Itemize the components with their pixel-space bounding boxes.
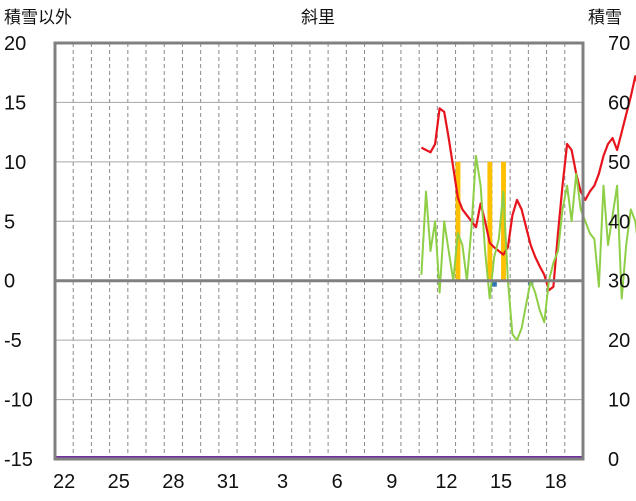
- chart-title: 斜里: [301, 8, 335, 28]
- left-y-tick-label: -5: [4, 330, 22, 352]
- right-y-tick-label: 70: [608, 33, 630, 55]
- x-tick-label: 28: [162, 471, 184, 493]
- left-y-tick-label: 5: [4, 211, 15, 233]
- temperature-line: [420, 75, 636, 292]
- left-y-tick-label: 10: [4, 152, 26, 174]
- x-tick-label: 22: [53, 471, 75, 493]
- left-axis-title: 積雪以外: [4, 8, 72, 28]
- x-tick-label: 15: [490, 471, 512, 493]
- gridlines: [55, 43, 583, 459]
- right-y-tick-label: 10: [608, 390, 630, 412]
- x-tick-label: 31: [217, 471, 239, 493]
- left-y-tick-label: -15: [4, 449, 33, 471]
- right-y-tick-label: 30: [608, 271, 630, 293]
- sunshine-bar: [487, 161, 493, 281]
- right-y-tick-label: 50: [608, 152, 630, 174]
- series-lines: [420, 75, 636, 342]
- right-y-tick-label: 60: [608, 92, 630, 114]
- right-y-tick-label: 40: [608, 211, 630, 233]
- right-y-tick-label: 20: [608, 330, 630, 352]
- x-tick-label: 25: [108, 471, 130, 493]
- x-tick-label: 3: [277, 471, 288, 493]
- left-y-tick-label: -10: [4, 390, 33, 412]
- right-axis-title: 積雪: [588, 8, 622, 28]
- precipitation-bar: [491, 280, 497, 287]
- left-y-tick-label: 20: [4, 33, 26, 55]
- sunshine-bar: [501, 161, 506, 281]
- axes: [53, 41, 585, 461]
- x-tick-label: 9: [386, 471, 397, 493]
- sunshine-bar: [455, 161, 461, 281]
- right-y-tick-label: 0: [608, 449, 619, 471]
- left-y-tick-label: 0: [4, 271, 15, 293]
- plot-frame: [53, 41, 585, 461]
- x-tick-label: 6: [332, 471, 343, 493]
- left-y-tick-label: 15: [4, 92, 26, 114]
- x-tick-label: 18: [545, 471, 567, 493]
- x-tick-label: 12: [435, 471, 457, 493]
